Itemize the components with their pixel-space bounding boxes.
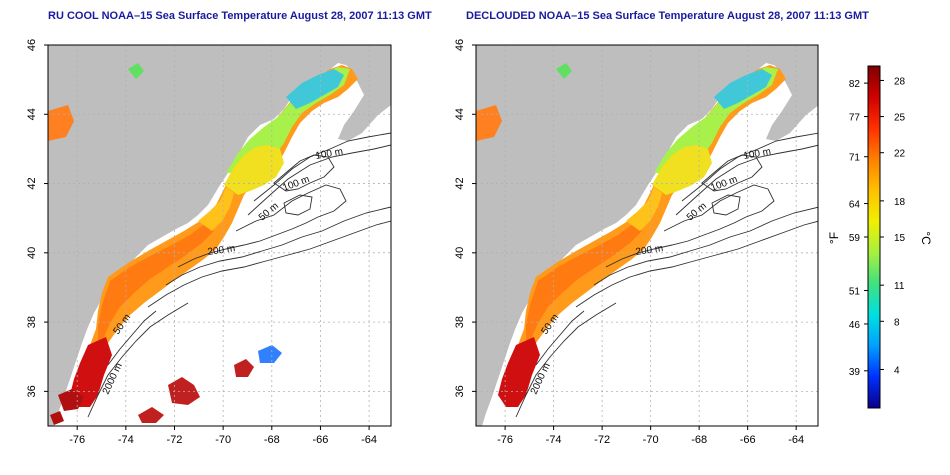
fahrenheit-tick-label: 39 xyxy=(849,367,861,378)
fahrenheit-tick-label: 46 xyxy=(849,320,861,331)
sst-georges-bank xyxy=(224,145,284,195)
lat-tick-label: 38 xyxy=(454,316,466,328)
lat-tick-label: 42 xyxy=(26,177,38,189)
lat-tick-label: 40 xyxy=(454,247,466,259)
sst-warm-region xyxy=(526,223,642,345)
isobath-contour xyxy=(177,184,347,268)
isobath-contour xyxy=(593,206,818,286)
lat-tick-label: 42 xyxy=(454,177,466,189)
lat-tick-label: 44 xyxy=(454,108,466,120)
sst-offshore-patches xyxy=(138,359,254,423)
isobath-contour xyxy=(535,310,585,366)
celsius-tick-label: 18 xyxy=(894,197,906,208)
isobath-contour xyxy=(283,194,313,216)
lon-tick-label: -64 xyxy=(361,434,377,446)
isobath-contour xyxy=(681,132,818,202)
lat-tick-label: 36 xyxy=(454,385,466,397)
isobath-contour xyxy=(575,220,818,308)
sst-cloud-artifact xyxy=(258,345,282,363)
isobath-contour xyxy=(273,154,335,192)
sst-offshore-patches-south xyxy=(50,389,84,425)
isobath-contour xyxy=(165,206,391,286)
sst-warm-region xyxy=(98,223,214,345)
sst-georges-bank xyxy=(652,145,712,195)
isobath-label: 200 m xyxy=(635,243,664,258)
isobath-contour xyxy=(701,154,763,192)
isobath-contour xyxy=(107,310,157,366)
isobath-contour xyxy=(87,302,189,418)
celsius-tick-label: 22 xyxy=(894,149,906,160)
lat-tick-label: 38 xyxy=(26,316,38,328)
isobath-contour xyxy=(675,144,818,216)
isobath-label: 100 m xyxy=(743,146,772,162)
lat-tick-label: 44 xyxy=(26,108,38,120)
lon-tick-label: -76 xyxy=(69,434,85,446)
lon-tick-label: -66 xyxy=(313,434,329,446)
celsius-tick-label: 11 xyxy=(894,281,905,292)
isobath-contour xyxy=(247,144,391,216)
celsius-tick-label: 15 xyxy=(894,233,906,244)
lon-tick-label: -72 xyxy=(167,434,183,446)
sst-midwarm-region xyxy=(198,187,234,231)
lon-tick-label: -68 xyxy=(691,434,707,446)
lat-tick-label: 36 xyxy=(26,385,38,397)
lon-tick-label: -70 xyxy=(643,434,659,446)
map-frame xyxy=(47,44,392,427)
map-frame xyxy=(475,44,819,427)
isobath-contour xyxy=(711,194,741,216)
lat-tick-label: 46 xyxy=(454,39,466,51)
fahrenheit-tick-label: 77 xyxy=(849,113,861,124)
left-map-title: RU COOL NOAA–15 Sea Surface Temperature … xyxy=(48,10,432,22)
isobath-contour xyxy=(605,184,775,268)
isobath-label: 200 m xyxy=(207,243,236,258)
sst-chesapeake xyxy=(498,337,540,407)
fahrenheit-tick-label: 51 xyxy=(849,287,861,298)
isobath-label: 100 m xyxy=(315,146,344,162)
isobath-contour xyxy=(253,132,391,202)
fahrenheit-tick-label: 59 xyxy=(849,233,861,244)
lon-tick-label: -72 xyxy=(594,434,610,446)
fahrenheit-tick-label: 82 xyxy=(849,79,861,90)
lon-tick-label: -70 xyxy=(215,434,231,446)
right-map-title: DECLOUDED NOAA–15 Sea Surface Temperatur… xyxy=(466,10,869,22)
land-mass-north xyxy=(48,45,391,426)
lon-tick-label: -66 xyxy=(740,434,756,446)
celsius-tick-label: 28 xyxy=(894,76,906,87)
lat-tick-label: 46 xyxy=(26,39,38,51)
isobath-contour xyxy=(515,302,617,418)
celsius-unit-label: °C xyxy=(919,231,933,245)
sst-inland-lake xyxy=(128,63,144,79)
lon-tick-label: -76 xyxy=(497,434,513,446)
sst-midwarm-region xyxy=(626,187,662,231)
lon-tick-label: -74 xyxy=(546,434,562,446)
lon-tick-label: -74 xyxy=(118,434,134,446)
fahrenheit-tick-label: 64 xyxy=(849,200,861,211)
sst-cold-coastal xyxy=(714,69,772,109)
fahrenheit-tick-label: 71 xyxy=(849,153,861,164)
celsius-tick-label: 4 xyxy=(894,365,900,376)
celsius-tick-label: 8 xyxy=(894,317,900,328)
lat-tick-label: 40 xyxy=(26,247,38,259)
sst-cold-coastal xyxy=(286,69,344,109)
isobath-contour xyxy=(147,220,391,308)
celsius-tick-label: 25 xyxy=(894,113,906,124)
colorbar: 28 25 22 18 15 11 8 4 82 77 71 64 59 51 46 39 °F °C xyxy=(827,65,933,409)
sst-chesapeake xyxy=(70,337,112,407)
colorbar-gradient xyxy=(867,65,881,409)
fahrenheit-unit-label: °F xyxy=(827,232,841,244)
land-mass-north xyxy=(476,45,818,426)
sst-inland-lake xyxy=(556,63,572,79)
lon-tick-label: -64 xyxy=(788,434,804,446)
lon-tick-label: -68 xyxy=(264,434,280,446)
